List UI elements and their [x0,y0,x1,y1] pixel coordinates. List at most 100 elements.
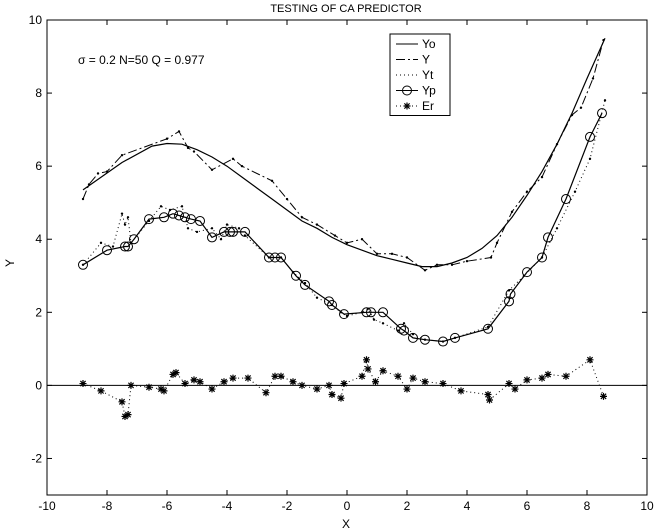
point-y [270,179,274,182]
y-tick-label: 6 [35,159,42,173]
point-er [121,412,129,420]
point-y [81,197,85,201]
point-yt [603,99,607,102]
point-er [457,387,465,395]
point-yp [597,108,607,119]
point-yp [324,296,334,307]
point-er [363,356,370,364]
legend-marker-yp [402,85,412,96]
point-y [186,146,190,150]
point-yt [111,245,115,248]
point-yt [123,223,127,226]
point-yt [126,216,130,219]
point-er [328,391,336,399]
x-tick-label: 2 [404,499,411,513]
point-yp [174,210,184,221]
point-er [364,365,372,373]
point-yp [195,215,205,226]
point-yp [327,300,337,310]
point-er [157,385,165,393]
point-yp [450,332,460,343]
x-tick-label: -2 [282,499,293,513]
point-yp [361,307,372,318]
point-yp [225,226,235,237]
point-y [192,150,196,153]
legend-label-yo: Yo [422,37,436,51]
y-tick-label: 8 [35,86,42,100]
y-tick-label: 2 [35,305,42,319]
point-yp [522,267,532,278]
point-er [313,385,321,393]
point-er [298,381,306,389]
point-yp [438,336,448,347]
x-tick-label: 4 [464,499,471,513]
point-er [220,378,228,386]
point-er [277,372,285,380]
stats-annotation: σ = 0.2 N=50 Q = 0.977 [78,53,205,67]
point-er [160,387,168,395]
point-yp [396,323,406,334]
point-er [145,383,153,391]
point-yp [144,214,154,225]
point-yt [381,322,385,325]
point-yt [372,318,376,321]
point-y [489,256,493,259]
point-yt [159,205,163,208]
point-yt [120,212,124,215]
point-yt [555,227,559,230]
point-yp [585,131,595,142]
point-yp [537,252,547,263]
point-yp [276,252,286,263]
point-y [87,183,91,186]
point-y [285,197,289,201]
point-y [540,175,544,179]
point-yp [264,252,274,263]
point-yp [561,194,571,205]
point-yp [129,234,139,245]
point-y [231,157,235,161]
y-tick-label: -2 [31,451,42,465]
x-axis-label: X [342,517,350,531]
point-er [196,378,204,386]
axes-frame [46,19,648,496]
x-tick-label: 6 [524,499,531,513]
point-y [510,210,514,214]
point-yp [408,332,418,343]
x-tick-label: -4 [222,499,233,513]
point-y [333,234,337,237]
legend-label-er: Er [422,99,434,113]
point-yp [483,323,493,334]
point-yt [315,296,319,299]
point-er [379,367,387,375]
point-y [165,137,169,140]
point-y [120,153,124,157]
point-y [105,170,109,173]
point-yt [180,205,184,208]
point-yt [402,322,406,325]
point-er [124,411,132,419]
point-y [96,172,100,175]
point-y [210,168,214,172]
point-yt [219,238,223,241]
point-y [579,106,583,109]
point-er [600,392,607,400]
point-yp [504,296,514,307]
point-y [315,223,319,226]
point-yp [420,334,430,345]
point-yp [291,270,301,281]
point-yp [168,208,178,219]
legend-marker-er [403,102,411,110]
point-yt [99,241,103,245]
point-er [544,370,552,378]
point-yp [300,279,310,290]
x-tick-label: -10 [38,499,56,513]
point-er [340,380,348,388]
legend-label-y: Y [422,53,430,67]
point-yt [237,227,241,230]
point-yp [543,232,553,243]
point-y [423,269,427,272]
point-er [289,378,297,386]
point-er [97,387,105,395]
point-er [505,380,513,388]
